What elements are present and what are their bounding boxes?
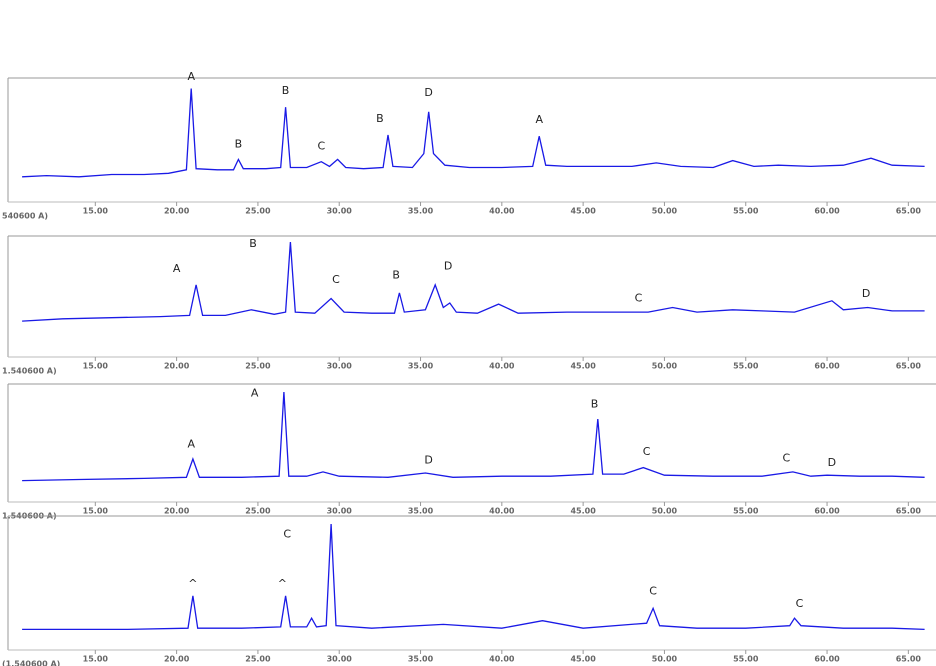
x-tick-label: 30.00: [327, 655, 353, 664]
peak-label: A: [173, 262, 181, 275]
peak-label: B: [249, 237, 257, 250]
x-tick-label: 60.00: [814, 362, 840, 371]
peak-label: B: [392, 269, 400, 282]
x-tick-label: 60.00: [814, 207, 840, 216]
x-tick-label: 40.00: [489, 207, 515, 216]
peak-label: D: [444, 260, 452, 273]
x-tick-label: 30.00: [327, 207, 353, 216]
peak-label: D: [424, 86, 432, 99]
x-tick-label: 15.00: [83, 507, 109, 516]
diffraction-line: [22, 392, 925, 481]
peak-label: C: [783, 451, 791, 464]
peak-label: A: [187, 437, 195, 450]
x-tick-label: 65.00: [896, 362, 922, 371]
peak-label: C: [643, 445, 651, 458]
diffraction-line: [22, 89, 925, 177]
x-tick-label: 50.00: [652, 362, 678, 371]
x-tick-label: 55.00: [733, 207, 759, 216]
x-tick-label: 20.00: [164, 507, 190, 516]
x-tick-label: 65.00: [896, 207, 922, 216]
x-tick-label: 55.00: [733, 362, 759, 371]
x-axis-label: 1.540600 A): [2, 367, 57, 376]
x-tick-label: 40.00: [489, 362, 515, 371]
x-tick-label: 60.00: [814, 507, 840, 516]
x-tick-label: 35.00: [408, 207, 434, 216]
x-tick-label: 65.00: [896, 655, 922, 664]
x-tick-label: 45.00: [570, 362, 596, 371]
x-tick-label: 35.00: [408, 362, 434, 371]
x-axis-label: (1.540600 A): [2, 660, 60, 666]
x-tick-label: 35.00: [408, 507, 434, 516]
x-tick-label: 20.00: [164, 655, 190, 664]
x-tick-label: 65.00: [896, 507, 922, 516]
peak-label: A: [535, 113, 543, 126]
x-tick-label: 50.00: [652, 507, 678, 516]
x-tick-label: 25.00: [245, 207, 271, 216]
x-tick-label: 50.00: [652, 207, 678, 216]
peak-label: D: [424, 454, 432, 467]
x-tick-label: 40.00: [489, 507, 515, 516]
x-tick-label: 45.00: [570, 507, 596, 516]
peak-label: A: [251, 387, 259, 400]
peak-label: D: [828, 456, 836, 469]
x-tick-label: 25.00: [245, 362, 271, 371]
peak-label: ^: [188, 577, 197, 590]
x-tick-label: 45.00: [570, 207, 596, 216]
x-tick-label: 35.00: [408, 655, 434, 664]
x-tick-label: 20.00: [164, 207, 190, 216]
x-tick-label: 50.00: [652, 655, 678, 664]
x-tick-label: 55.00: [733, 655, 759, 664]
x-tick-label: 55.00: [733, 507, 759, 516]
peak-label: ^: [278, 577, 287, 590]
peak-label: C: [283, 527, 291, 540]
x-tick-label: 15.00: [83, 655, 109, 664]
peak-label: B: [376, 112, 384, 125]
x-axis-label: 540600 A): [2, 212, 48, 221]
peak-label: C: [796, 597, 804, 610]
peak-label: C: [649, 584, 657, 597]
x-tick-label: 60.00: [814, 655, 840, 664]
peak-label: B: [282, 84, 290, 97]
xrd-figure: 15.00 20.00 25.00 30.00 35.00 40.00 45.00 50.00…: [0, 0, 936, 666]
peak-label: C: [635, 291, 643, 304]
peak-label: D: [862, 287, 870, 300]
peak-label: B: [235, 137, 243, 150]
diffraction-line: [22, 524, 925, 629]
x-tick-label: 15.00: [83, 207, 109, 216]
x-tick-label: 30.00: [327, 507, 353, 516]
peak-label: C: [317, 140, 325, 153]
peak-label: C: [332, 273, 340, 286]
x-tick-label: 40.00: [489, 655, 515, 664]
x-tick-label: 30.00: [327, 362, 353, 371]
x-tick-label: 20.00: [164, 362, 190, 371]
peak-label: A: [187, 70, 195, 83]
x-tick-label: 25.00: [245, 507, 271, 516]
x-tick-label: 15.00: [83, 362, 109, 371]
x-tick-label: 45.00: [570, 655, 596, 664]
diffraction-line: [22, 242, 925, 321]
peak-label: B: [591, 397, 599, 410]
x-tick-label: 25.00: [245, 655, 271, 664]
